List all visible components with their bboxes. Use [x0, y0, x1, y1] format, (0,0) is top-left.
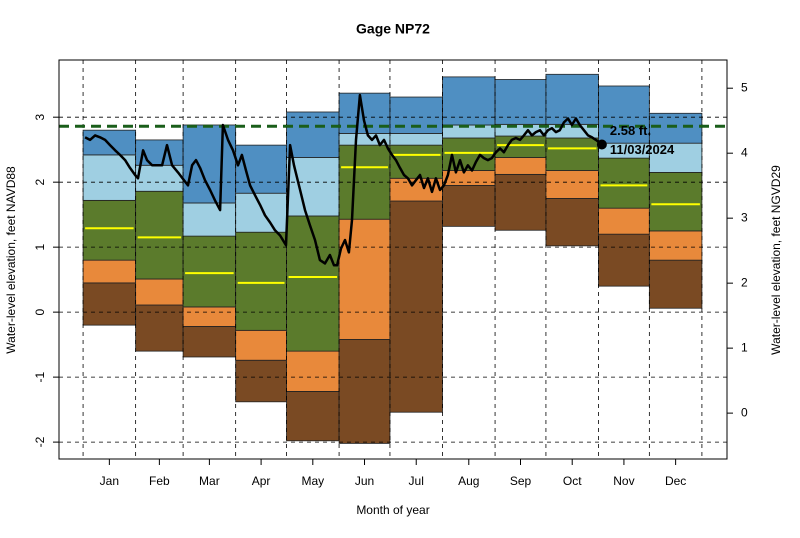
band [135, 278, 184, 306]
band [598, 85, 650, 144]
band [235, 329, 287, 361]
band [598, 233, 650, 287]
band [82, 259, 137, 284]
band [235, 192, 287, 233]
y-tick-label: -2 [33, 436, 47, 447]
band [389, 133, 443, 146]
y-tick-label: 0 [33, 308, 47, 315]
x-tick-label: Mar [199, 474, 220, 488]
band [545, 198, 599, 247]
y2-tick-label: 5 [741, 80, 748, 94]
x-tick-label: Jan [100, 474, 119, 488]
band [494, 157, 547, 175]
band [182, 306, 237, 327]
band [442, 76, 496, 126]
band [82, 282, 137, 326]
band [389, 144, 443, 179]
band [286, 391, 340, 442]
band [545, 170, 599, 199]
annotation-label: 11/03/2024 [610, 142, 675, 157]
band [235, 231, 287, 331]
y2-tick-label: 3 [741, 210, 748, 224]
band [442, 185, 496, 227]
band [286, 350, 340, 392]
band [598, 157, 650, 209]
band [338, 339, 391, 444]
band [598, 207, 650, 235]
y2-tick-label: 1 [741, 340, 748, 354]
x-tick-label: Jun [355, 474, 374, 488]
band [648, 112, 703, 144]
band [648, 259, 703, 309]
band [389, 200, 443, 413]
band [182, 326, 237, 358]
x-tick-label: Aug [458, 474, 479, 488]
band [338, 218, 391, 340]
band [389, 96, 443, 134]
band [135, 190, 184, 280]
band [545, 137, 599, 171]
y-tick-label: -1 [33, 371, 47, 382]
band [286, 111, 340, 158]
latest-point [596, 139, 607, 150]
x-tick-label: May [301, 474, 324, 488]
band [442, 170, 496, 186]
plot-frame [58, 59, 728, 460]
band [82, 154, 137, 201]
y2-tick-label: 0 [741, 405, 748, 419]
band [494, 173, 547, 231]
band [235, 144, 287, 194]
band [82, 199, 137, 261]
band [286, 215, 340, 352]
x-tick-label: Nov [613, 474, 634, 488]
trace-line [84, 93, 603, 267]
chart-title: Gage NP72 [356, 21, 430, 37]
y-tick-label: 3 [33, 114, 47, 121]
x-tick-label: Sep [510, 474, 532, 488]
band [182, 235, 237, 308]
band [648, 172, 703, 232]
band [182, 202, 237, 237]
x-tick-label: Feb [149, 474, 170, 488]
x-tick-label: Apr [252, 474, 271, 488]
x-tick-label: Jul [409, 474, 424, 488]
band [82, 129, 137, 156]
y2-axis-label: Water-level elevation, feet NGVD29 [769, 165, 783, 355]
band [235, 359, 287, 403]
band [648, 230, 703, 261]
y2-tick-label: 2 [741, 275, 748, 289]
y-tick-label: 2 [33, 179, 47, 186]
y-axis-label: Water-level elevation, feet NAVD88 [4, 166, 18, 354]
annotation-label: 2.58 ft. [610, 123, 651, 138]
x-axis-label: Month of year [356, 503, 429, 517]
x-tick-label: Dec [665, 474, 686, 488]
y2-tick-label: 4 [741, 145, 748, 159]
y-tick-label: 1 [33, 243, 47, 250]
band [494, 79, 547, 125]
x-tick-label: Oct [563, 474, 582, 488]
band [545, 73, 599, 125]
